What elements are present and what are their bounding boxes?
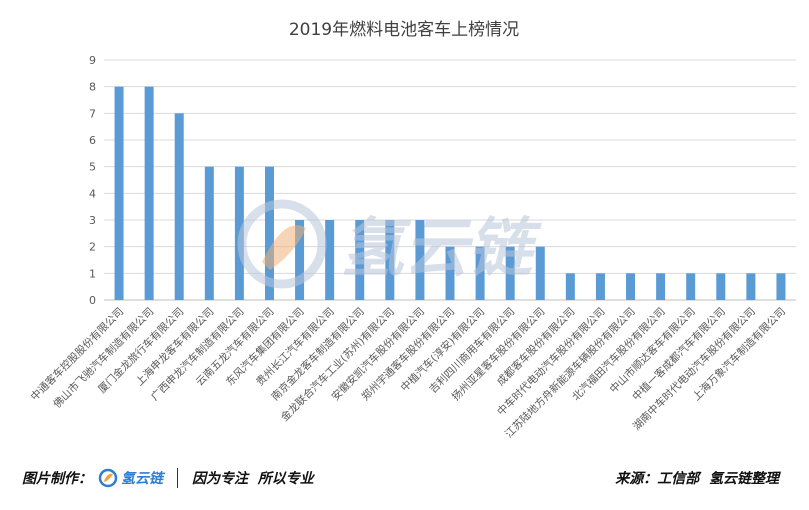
bar — [144, 86, 154, 301]
watermark-logo-icon — [237, 199, 327, 289]
bar — [686, 273, 696, 300]
bar — [415, 220, 425, 300]
footer-slogan: 因为专注 所以专业 — [192, 471, 314, 487]
bar — [656, 273, 666, 300]
x-tick-label: 中车时代电动汽车股份有限公司 — [494, 305, 607, 418]
bar — [746, 273, 756, 300]
y-tick-label: 4 — [89, 187, 96, 200]
bar — [325, 220, 335, 300]
y-tick-label: 6 — [89, 134, 96, 147]
bar — [595, 273, 605, 300]
bar — [445, 246, 455, 300]
chart-title: 2019年燃料电池客车上榜情况 — [289, 20, 519, 40]
bar — [264, 166, 274, 300]
y-tick-label: 9 — [89, 54, 96, 67]
footer-divider — [177, 468, 178, 488]
watermark-text: 氢云链 — [340, 212, 542, 286]
bar — [776, 273, 786, 300]
watermark-logo-swoosh-icon — [262, 225, 306, 270]
footer-credit: 图片制作： 氢云链 因为专注 所以专业 — [22, 468, 314, 488]
footer: 图片制作： 氢云链 因为专注 所以专业 来源：工信部 氢云链整理 — [0, 460, 809, 500]
bars — [114, 86, 786, 301]
y-tick-label: 1 — [89, 267, 96, 280]
y-tick-label: 8 — [89, 81, 96, 94]
bar — [716, 273, 726, 300]
footer-made-by-label: 图片制作： — [22, 471, 92, 487]
y-tick-label: 7 — [89, 107, 96, 120]
bar — [174, 113, 184, 300]
y-tick-label: 0 — [89, 294, 96, 307]
y-tick-label: 3 — [89, 214, 96, 227]
bar — [565, 273, 575, 300]
footer-source: 来源：工信部 氢云链整理 — [615, 471, 779, 487]
bar — [385, 220, 395, 300]
brand-name: 氢云链 — [121, 471, 163, 487]
y-tick-label: 5 — [89, 161, 96, 174]
bar — [626, 273, 636, 300]
brand-logo-icon — [98, 468, 118, 488]
bar — [355, 220, 365, 300]
bar — [295, 220, 305, 300]
bar-chart: 2019年燃料电池客车上榜情况 0 1 2 3 4 5 6 7 8 9 中通客车控股股份有限公司佛… — [28, 20, 796, 440]
footer-brand: 氢云链 — [98, 468, 163, 488]
x-axis-ticks: 中通客车控股股份有限公司佛山市飞驰汽车制造有限公司厦门金龙旅行车有限公司上海申龙… — [28, 305, 788, 440]
bar — [535, 246, 545, 300]
y-axis-ticks: 0 1 2 3 4 5 6 7 8 9 — [89, 54, 96, 307]
bar — [505, 246, 515, 300]
watermark: 氢云链 — [237, 199, 542, 289]
gridlines — [104, 59, 796, 301]
y-tick-label: 2 — [89, 241, 96, 254]
bar — [475, 246, 485, 300]
bar — [114, 86, 124, 301]
bar — [204, 166, 214, 300]
